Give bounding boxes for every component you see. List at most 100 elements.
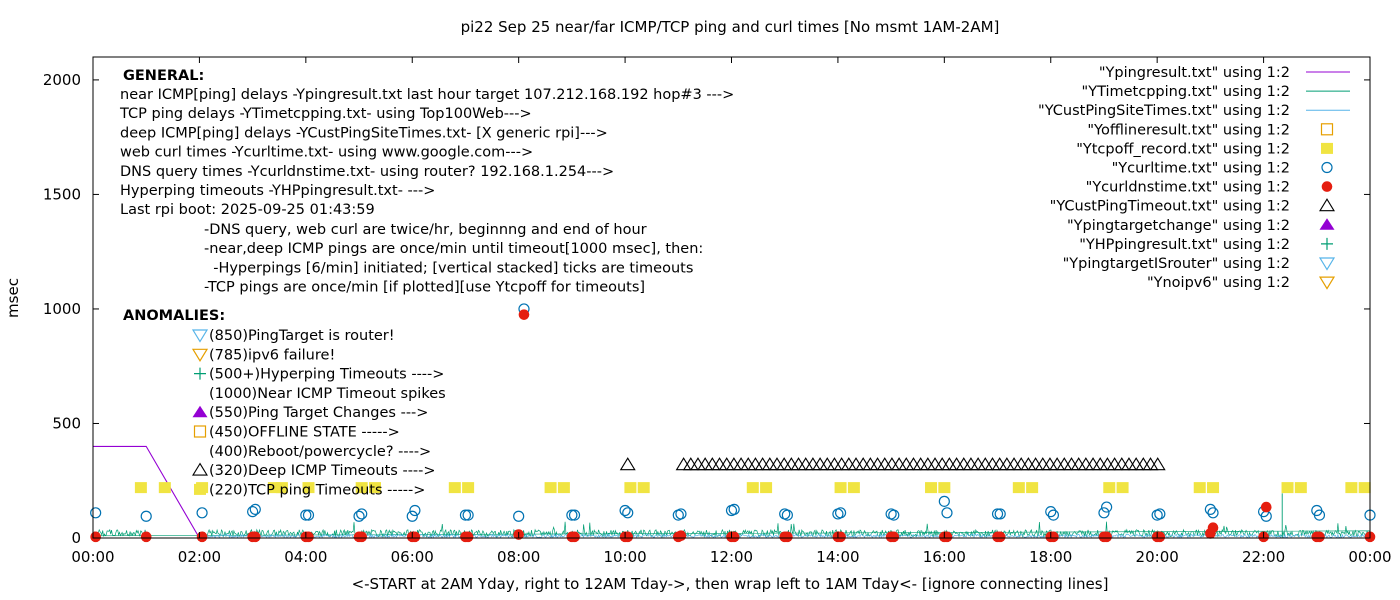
tcp-off-point (158, 482, 171, 494)
deep-icmp-timeout-point (1120, 457, 1137, 471)
legend-label: "Ytcpoff_record.txt" using 1:2 (1076, 141, 1290, 157)
legend-label: "Yofflineresult.txt" using 1:2 (1087, 122, 1290, 138)
tcp-off-point (275, 482, 288, 494)
series-tcp-ping-line (92, 521, 1371, 538)
y-axis-label: msec (4, 278, 22, 318)
deep-icmp-timeout-point (1006, 457, 1023, 471)
dns-time-point (1101, 531, 1112, 543)
curl-time-point (513, 510, 525, 522)
curl-time-point (994, 508, 1006, 520)
y-tick-label: 500 (52, 414, 81, 432)
curl-time-point (249, 503, 261, 515)
deep-icmp-timeout-point (977, 457, 994, 471)
anomaly-marker (194, 367, 206, 380)
deep-icmp-timeout-point (718, 457, 735, 471)
legend-label: "YTimetcpping.txt" using 1:2 (1082, 84, 1290, 100)
curl-time-point (1313, 509, 1326, 521)
deep-icmp-timeout-point (1063, 457, 1080, 471)
curl-time-point (834, 507, 847, 519)
tcp-off-point (369, 482, 382, 494)
curl-time-point (356, 508, 368, 520)
tcp-off-point (1026, 482, 1039, 494)
tcp-off-point (355, 482, 368, 494)
anomaly-line: (550)Ping Target Changes ---> (209, 405, 428, 421)
anomaly-line: (1000)Near ICMP Timeout spikes (209, 386, 446, 402)
curl-time-point (566, 509, 578, 521)
dns-time-point (675, 530, 687, 542)
deep-icmp-timeout-point (970, 457, 987, 471)
dns-time-point (140, 531, 152, 543)
tcp-off-point (746, 482, 759, 494)
anomaly-line: (450)OFFLINE STATE -----> (209, 425, 400, 441)
anomaly-line: (500+)Hyperping Timeouts ----> (209, 367, 444, 383)
x-tick-label: 00:00 (1348, 548, 1391, 566)
deep-icmp-timeout-point (1041, 457, 1058, 471)
deep-icmp-timeout-point (812, 457, 829, 471)
tcp-off-point (1345, 482, 1358, 494)
deep-icmp-timeout-point (1142, 457, 1159, 471)
chart-title: pi22 Sep 25 near/far ICMP/TCP ping and c… (461, 18, 1000, 36)
general-line: Last rpi boot: 2025-09-25 01:43:59 (120, 202, 375, 218)
deep-icmp-timeout-point (1149, 457, 1166, 471)
x-tick-label: 18:00 (1029, 548, 1072, 566)
x-tick-label: 20:00 (1136, 548, 1179, 566)
deep-icmp-timeout-point (740, 457, 757, 471)
curl-time-point (991, 508, 1004, 520)
legend-label: "Ycurldnstime.txt" using 1:2 (1086, 180, 1290, 196)
curl-time-point (1207, 507, 1219, 519)
x-axis-label: <-START at 2AM Yday, right to 12AM Tday-… (352, 575, 1109, 593)
curl-time-point (888, 509, 900, 521)
deep-icmp-timeout-point (883, 457, 900, 471)
x-tick-label: 00:00 (71, 548, 114, 566)
curl-time-point (1204, 503, 1216, 515)
anomaly-line: (785)ipv6 failure! (209, 347, 335, 363)
legend-label: "YCustPingSiteTimes.txt" using 1:2 (1038, 103, 1290, 119)
curl-time-point (1045, 506, 1057, 518)
deep-icmp-timeout-point (1027, 457, 1044, 471)
legend-swatch (1319, 198, 1335, 212)
deep-icmp-timeout-point (1128, 457, 1145, 471)
note-line: -near,deep ICMP pings are once/min until… (204, 241, 703, 257)
curl-time-point (1154, 508, 1166, 520)
deep-icmp-timeout-point (869, 457, 886, 471)
deep-icmp-timeout-point (1034, 457, 1051, 471)
curl-time-point (406, 510, 418, 522)
tcp-off-point (847, 482, 860, 494)
y-tick-label: 2000 (43, 71, 81, 89)
deep-icmp-timeout-point (905, 457, 922, 471)
curl-time-point (728, 503, 740, 515)
general-line: web curl times -Ycurltime.txt- using www… (120, 145, 533, 161)
curl-time-point (302, 509, 315, 521)
y-tick-label: 1000 (43, 300, 81, 318)
deep-icmp-timeout-point (1049, 457, 1066, 471)
deep-icmp-timeout-point (619, 457, 636, 471)
note-line: -Hyperpings [6/min] initiated; [vertical… (204, 260, 693, 276)
anomaly-marker (192, 462, 208, 476)
deep-icmp-timeout-point (697, 457, 714, 471)
deep-icmp-timeout-point (1106, 457, 1123, 471)
x-tick-label: 02:00 (178, 548, 221, 566)
curl-time-point (247, 506, 259, 518)
tcp-off-point (1012, 482, 1025, 494)
annotation-layer: GENERAL: near ICMP[ping] delays -Ypingres… (119, 68, 734, 498)
curl-time-point (938, 495, 950, 507)
tcp-off-point (302, 482, 315, 494)
tcp-off-point (267, 482, 280, 494)
deep-icmp-timeout-point (848, 457, 864, 471)
legend-label: "YCustPingTimeout.txt" using 1:2 (1050, 199, 1290, 215)
curl-time-point (781, 509, 793, 521)
x-tick-label: 12:00 (710, 548, 753, 566)
deep-icmp-timeout-point (962, 457, 979, 471)
deep-icmp-timeout-point (1092, 457, 1109, 471)
general-line: DNS query times -Ycurldnstime.txt- using… (120, 164, 614, 180)
tcp-off-point (1294, 482, 1307, 494)
dns-time-point (303, 531, 314, 543)
deep-icmp-timeout-point (1085, 457, 1102, 471)
anomaly-marker (192, 405, 208, 418)
legend-swatch (1320, 123, 1334, 136)
deep-icmp-timeout-point (1070, 457, 1087, 471)
curl-time-point (619, 504, 631, 517)
deep-icmp-timeout-point (919, 457, 936, 471)
dns-time-point (569, 531, 580, 543)
dns-time-point (249, 531, 261, 543)
